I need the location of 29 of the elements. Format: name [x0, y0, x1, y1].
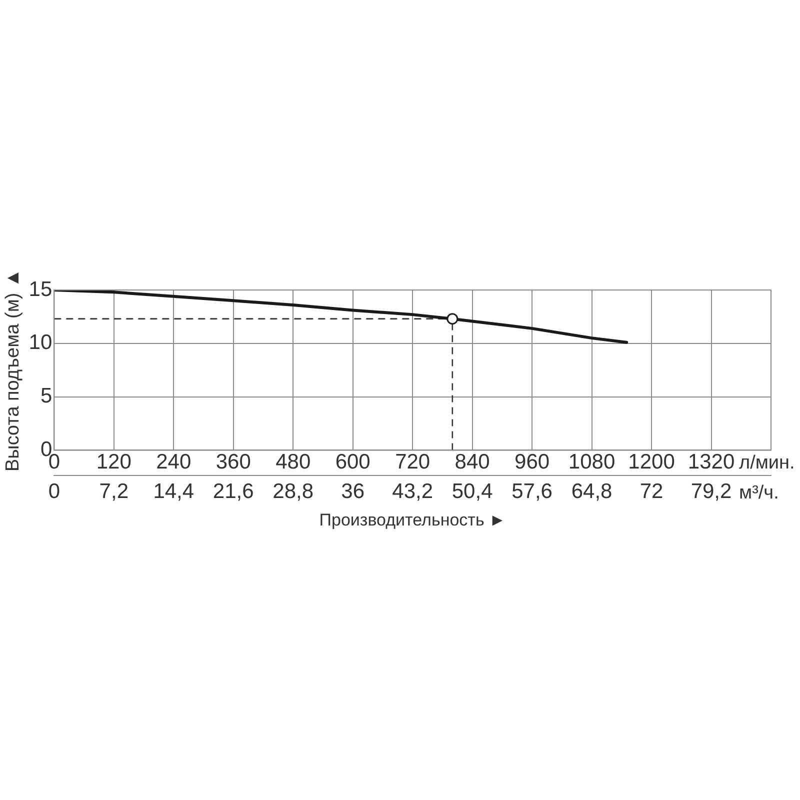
- x2-tick-label: 14,4: [153, 480, 194, 503]
- y-tick-label: 15: [28, 278, 52, 301]
- x2-tick-label: 79,2: [690, 480, 732, 503]
- x2-tick-label: 28,8: [272, 480, 314, 503]
- text: л/мин.: [739, 452, 795, 474]
- x2-tick-label: 57,6: [512, 480, 552, 503]
- x2-tick-label: 21,6: [212, 480, 254, 503]
- x-axis-title: Производительность ►: [319, 510, 506, 530]
- x2-tick-label: 7,2: [99, 480, 128, 503]
- x-tick-label: 840: [454, 450, 490, 474]
- x-tick-label: 1320: [688, 450, 735, 474]
- x2-tick-label: 43,2: [392, 480, 434, 503]
- y-axis-title: Высота подъема (м) ▲: [2, 268, 24, 472]
- x-tick-label: 720: [395, 450, 430, 474]
- x2-tick-label: 64,8: [571, 480, 612, 503]
- text: м³/ч.: [739, 482, 779, 504]
- x-tick-label: 120: [96, 450, 132, 474]
- x-tick-label: 600: [335, 450, 370, 474]
- x-tick-label: 960: [514, 450, 550, 474]
- x-tick-label: 1200: [628, 450, 675, 474]
- y-tick-label: 10: [28, 331, 52, 354]
- x2-tick-label: 36: [341, 480, 365, 503]
- x-tick-label: 240: [156, 450, 192, 474]
- x-tick-label: 1080: [568, 450, 616, 474]
- x-tick-label: 480: [276, 450, 311, 474]
- x2-tick-label: 50,4: [452, 480, 494, 503]
- x-tick-label: 360: [216, 450, 251, 474]
- y-tick-label: 5: [40, 384, 52, 408]
- x2-tick-label: 72: [640, 480, 664, 503]
